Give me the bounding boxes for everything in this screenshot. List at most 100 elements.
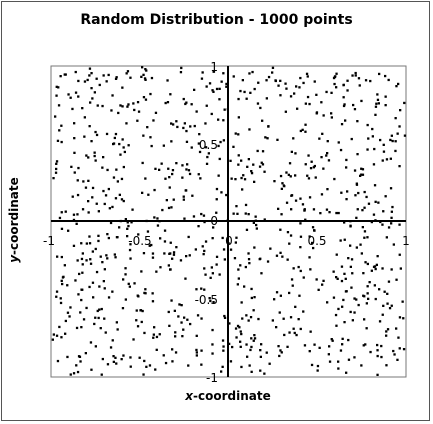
data-point [195,110,198,113]
data-point [83,135,86,138]
data-point [303,344,307,347]
data-point [337,307,340,311]
data-point [64,210,67,213]
data-point [164,177,167,180]
data-point [240,176,243,180]
data-point [139,309,142,312]
data-point [180,66,183,70]
data-point [142,134,145,137]
data-point [257,81,260,84]
data-point [149,92,152,96]
data-point [252,163,255,166]
data-point [313,229,316,232]
data-point [106,233,109,236]
data-point [161,208,164,212]
data-point [200,77,204,80]
data-point [151,292,154,295]
data-point [150,243,153,247]
data-point [184,102,187,106]
data-point [342,96,345,99]
data-point [239,89,242,93]
data-point [75,326,79,330]
data-point [245,228,249,231]
data-point [280,351,283,354]
data-point [163,252,166,255]
data-point [89,262,93,265]
data-point [71,195,74,198]
data-point [172,251,176,254]
data-point [315,112,318,115]
data-point [372,163,376,166]
data-point [234,327,238,330]
data-point [200,363,203,366]
data-point [211,237,214,240]
data-point [151,252,155,255]
data-point [342,298,345,302]
data-point [55,160,59,163]
data-point [239,264,242,267]
data-point [250,287,253,291]
data-point [374,297,377,301]
data-point [168,186,171,189]
data-point [310,160,313,163]
data-point [56,359,60,363]
data-point [125,72,128,75]
data-point [345,166,348,169]
data-point [366,292,369,295]
data-point [302,310,305,313]
data-point [374,113,377,116]
data-point [88,125,91,128]
data-point [117,111,120,115]
data-point [261,119,264,122]
data-point [140,75,143,78]
data-point [326,188,329,191]
data-point [68,315,71,318]
data-point [207,152,210,155]
data-point [376,373,379,376]
data-point [118,193,121,196]
data-point [76,370,80,374]
data-point [289,175,292,178]
data-point [58,325,61,329]
data-point [167,167,170,170]
data-point [57,104,61,107]
data-point [145,69,148,72]
data-point [366,148,369,151]
data-point [204,146,208,149]
data-point [299,129,302,133]
data-point [77,293,80,296]
data-point [233,257,237,260]
data-point [127,282,130,285]
data-point [343,321,346,324]
data-point [237,116,240,119]
data-point [93,151,96,154]
x-tick-label: -1 [43,234,55,248]
data-point [279,79,282,82]
data-point [74,91,78,94]
data-point [204,122,207,125]
data-point [146,230,150,233]
data-point [378,320,382,323]
data-point [390,268,393,271]
data-point [93,322,96,326]
data-point [332,296,336,299]
data-point [365,327,368,330]
data-point [326,152,329,155]
data-point [100,373,103,376]
data-point [304,130,307,133]
data-point [185,168,188,171]
data-point [347,358,351,361]
data-point [69,306,72,309]
data-point [106,257,109,260]
data-point [355,216,358,219]
data-point [403,134,407,137]
data-point [114,132,118,136]
data-point [263,218,266,221]
data-point [252,221,255,224]
data-point [239,345,242,348]
data-point [185,129,188,133]
chart-title: Random Distribution - 1000 points [80,12,353,28]
data-point [284,82,287,85]
data-point [304,163,307,166]
data-point [202,214,206,217]
